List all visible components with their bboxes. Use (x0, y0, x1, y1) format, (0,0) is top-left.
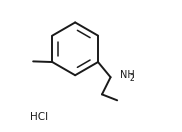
Text: 2: 2 (130, 74, 135, 83)
Text: NH: NH (120, 70, 135, 80)
Text: HCl: HCl (30, 112, 48, 122)
